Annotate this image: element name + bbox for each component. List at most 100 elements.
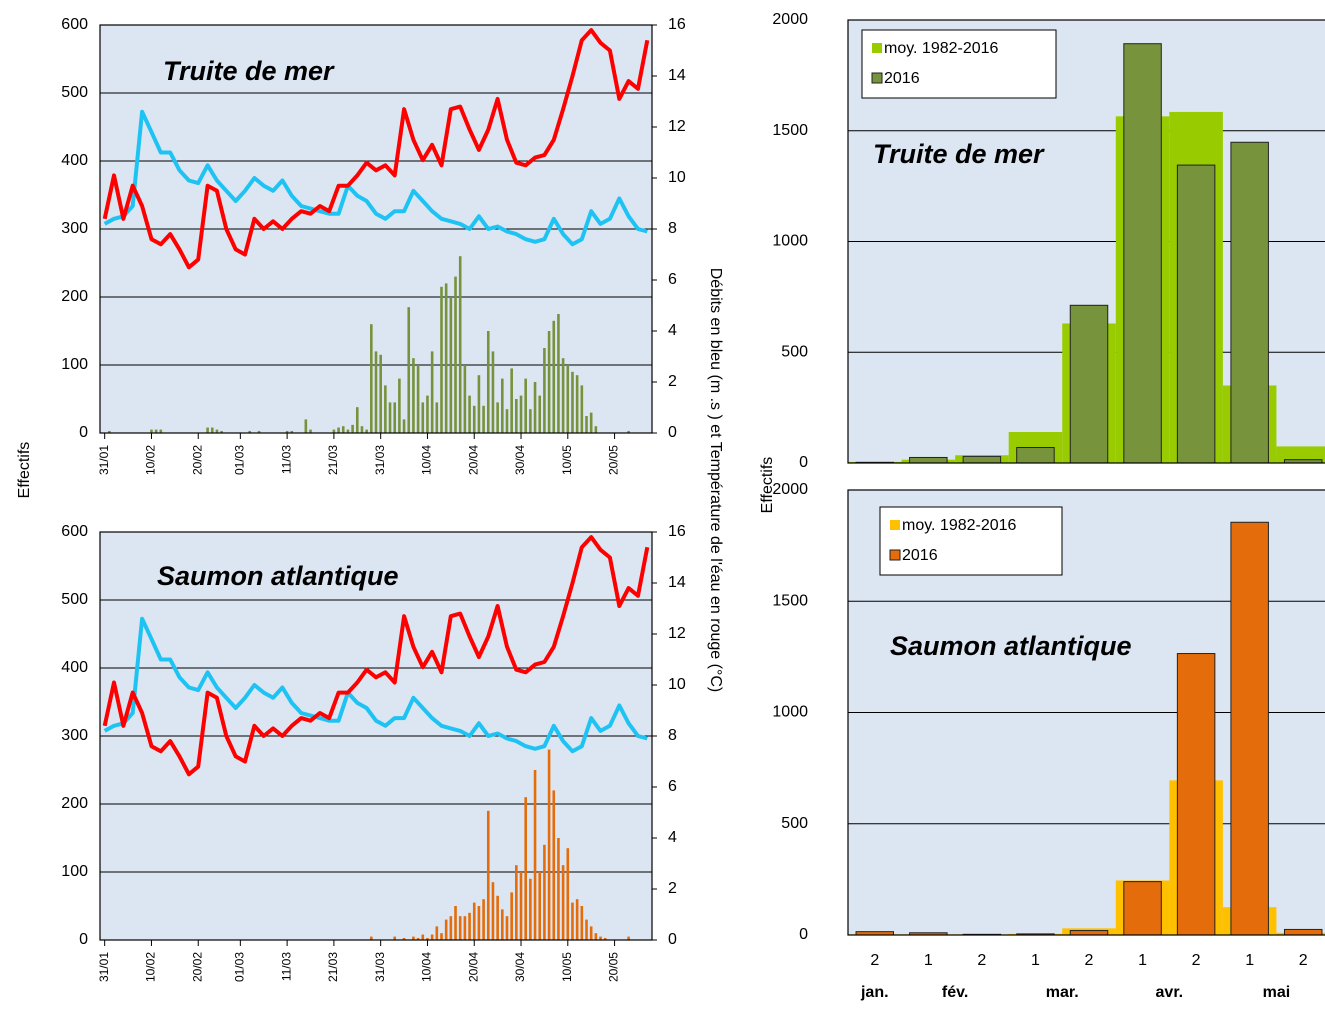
bar [561, 358, 565, 433]
bar [210, 427, 214, 433]
x-tick-label: 2 [1299, 952, 1308, 969]
y-tick-label: 2000 [772, 11, 808, 28]
y2-tick-label: 0 [668, 424, 677, 441]
line-series [103, 616, 648, 754]
bar [463, 365, 467, 433]
bar [440, 933, 443, 940]
x-tick-label: 10/05 [560, 445, 574, 475]
bar [341, 426, 345, 433]
bar [1069, 304, 1109, 464]
y2-tick-label: 6 [668, 271, 677, 288]
y2-tick-label: 16 [668, 523, 686, 540]
chart-title: Truite de mer [873, 139, 1045, 169]
bar [515, 865, 518, 940]
bar [435, 402, 439, 433]
bar [529, 878, 532, 940]
x-tick-label: 1 [924, 952, 933, 969]
bar [580, 906, 584, 940]
bar [435, 926, 439, 940]
y-axis-label: Effectifs [759, 457, 776, 514]
month-label: jan. [860, 984, 889, 1001]
x-tick-label: 1 [1031, 952, 1040, 969]
bar [557, 838, 560, 940]
y-tick-label: 1000 [772, 704, 808, 721]
bar [468, 912, 471, 940]
y2-tick-label: 12 [668, 118, 686, 135]
bar [477, 375, 481, 433]
bar [561, 865, 565, 940]
y-tick-label: 1000 [772, 233, 808, 250]
bar [290, 430, 294, 433]
bar [374, 351, 378, 433]
bar [519, 872, 523, 940]
y-tick-label: 0 [79, 424, 88, 441]
bar [1283, 928, 1323, 936]
y-tick-label: 200 [61, 288, 88, 305]
y-tick-label: 500 [781, 343, 808, 360]
y-tick-label: 200 [61, 795, 88, 812]
x-tick-label: 1 [1138, 952, 1147, 969]
bar [426, 937, 429, 940]
bar [444, 919, 448, 940]
y2-tick-label: 14 [668, 574, 686, 591]
bar [603, 937, 607, 940]
plot-border [847, 489, 1325, 936]
y-tick-label: 500 [61, 591, 88, 608]
bar [1276, 446, 1325, 463]
bar [566, 848, 570, 940]
bar [594, 426, 598, 433]
x-tick-label: 20/05 [607, 445, 621, 475]
bar [384, 385, 387, 433]
y2-tick-label: 4 [668, 829, 677, 846]
bar [491, 351, 495, 433]
bar [430, 934, 434, 940]
bar [388, 402, 392, 433]
plot-border [99, 531, 653, 941]
bar [496, 402, 499, 433]
bar [486, 810, 490, 940]
bar [449, 916, 453, 940]
x-tick-label: 10/04 [420, 952, 434, 982]
legend-label: 2016 [884, 70, 920, 87]
bar [412, 358, 415, 433]
month-label: avr. [1156, 984, 1184, 1001]
bar [393, 936, 397, 940]
x-tick-label: 31/03 [373, 445, 387, 475]
x-tick-label: 2 [870, 952, 879, 969]
bar [1230, 141, 1269, 464]
x-tick-label: 20/04 [466, 445, 480, 475]
bar [1016, 446, 1055, 464]
y2-tick-label: 2 [668, 880, 677, 897]
bar [627, 936, 630, 940]
y-tick-label: 600 [61, 16, 88, 33]
bar [566, 365, 570, 433]
bar [552, 790, 556, 940]
legend-swatch [871, 72, 883, 84]
bar [962, 455, 1002, 464]
bar [594, 933, 598, 940]
bar [440, 286, 443, 433]
month-label: mar. [1046, 984, 1079, 1001]
bar [370, 936, 373, 940]
bar [421, 402, 425, 433]
bar [524, 378, 527, 433]
bar [557, 314, 560, 433]
bar [505, 409, 509, 433]
bar [571, 371, 574, 433]
y2-tick-label: 8 [668, 220, 677, 237]
plot-border [99, 24, 653, 434]
legend-label: moy. 1982-2016 [902, 517, 1017, 534]
bar [543, 348, 546, 433]
bar [206, 427, 209, 433]
bar [909, 456, 948, 464]
bar [552, 320, 556, 433]
bar [309, 429, 312, 433]
bar [589, 412, 593, 433]
bar [304, 419, 308, 433]
bar [468, 395, 471, 433]
x-tick-label: 2 [1085, 952, 1094, 969]
bar [543, 844, 546, 940]
y2-tick-label: 10 [668, 676, 686, 693]
bar [402, 937, 406, 940]
